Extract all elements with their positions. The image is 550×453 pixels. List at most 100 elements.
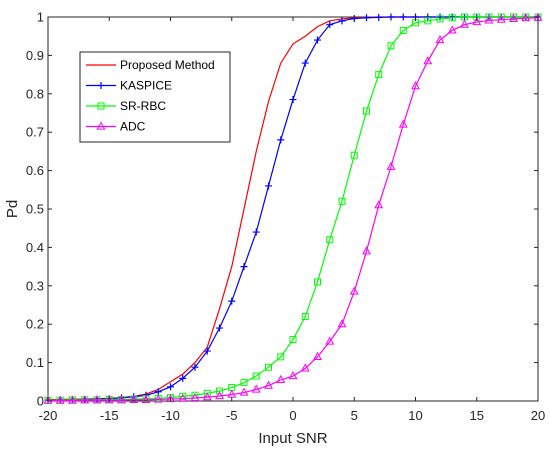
series-3-point-18: [264, 380, 273, 389]
y-tick-label-6: 0.6: [26, 163, 44, 178]
y-tick-label-1: 0.1: [26, 355, 44, 370]
series-3-point-14: [215, 390, 224, 400]
series-3: [43, 12, 543, 404]
x-tick-label-3: -5: [226, 408, 238, 423]
x-tick-label-1: -15: [100, 408, 119, 423]
series-2-point-24: [338, 197, 346, 205]
series-1-point-9: [154, 388, 162, 396]
series-3-point-11: [178, 393, 188, 402]
series-3-point-22: [313, 351, 322, 360]
series-3-point-23: [325, 336, 335, 345]
series-2-point-13: [203, 389, 211, 397]
series-3-point-28: [386, 161, 396, 170]
series-1-point-17: [252, 228, 260, 236]
series-2-point-21: [301, 313, 309, 321]
series-1-point-31: [424, 13, 432, 21]
series-1-point-28: [387, 13, 395, 21]
series-3-point-8: [141, 394, 151, 403]
legend-entry-0: Proposed Method: [86, 58, 215, 72]
x-tick-label-6: 10: [408, 408, 422, 423]
series-3-point-9: [153, 394, 163, 403]
series-1-point-10: [167, 383, 174, 391]
legend-entry-3: ADC: [86, 120, 146, 134]
x-tick-label-5: 5: [351, 408, 358, 423]
legend-marker-1: [97, 82, 105, 89]
series-2-point-16: [240, 379, 248, 387]
series-2-point-27: [375, 71, 383, 79]
series-2-point-11: [179, 392, 187, 400]
series-3-point-6: [117, 395, 126, 404]
legend-label-2: SR-RBC: [120, 99, 166, 113]
series-1-point-27: [375, 13, 383, 21]
x-tick-label-0: -20: [39, 408, 58, 423]
series-1-point-20: [289, 96, 297, 104]
series-1-point-14: [216, 324, 223, 332]
series-3-point-39: [521, 13, 531, 22]
series-3-point-31: [423, 56, 433, 65]
series-3-point-13: [202, 392, 212, 401]
series-3-point-7: [129, 394, 139, 403]
series-1-point-15: [228, 297, 236, 305]
series-1-point-18: [265, 182, 272, 190]
series-1-point-24: [338, 17, 346, 25]
x-axis-label: Input SNR: [258, 430, 327, 447]
legend-label-1: KASPICE: [120, 79, 172, 93]
legend: Proposed Method KASPICE SR-RBC ADC: [79, 51, 231, 143]
series-3-point-3: [80, 395, 90, 404]
x-tick-label-2: -10: [161, 408, 180, 423]
series-1-point-26: [363, 14, 370, 22]
series-3-point-12: [190, 392, 200, 402]
series-2-point-14: [216, 387, 223, 395]
series-1-point-13: [203, 347, 211, 355]
series-3-point-34: [460, 19, 469, 28]
x-axis-ticks: -20 -15 -10 -5 0 5 10 15 20: [39, 17, 545, 423]
series-3-point-0: [43, 395, 53, 404]
y-tick-label-8: 0.8: [26, 86, 44, 101]
series-3-point-29: [398, 119, 408, 128]
series-2-point-26: [363, 107, 370, 115]
series-2-point-32: [436, 15, 444, 23]
series-2-point-31: [424, 17, 432, 25]
y-tick-label-4: 0.4: [26, 240, 44, 255]
y-axis-ticks: 0 0.1 0.2 0.3 0.4 0.5 0.6 0.7 0.8 0.9 1: [26, 10, 538, 409]
x-tick-label-7: 15: [470, 408, 484, 423]
y-axis-label: Pd: [4, 200, 21, 218]
legend-entry-2: SR-RBC: [86, 99, 166, 113]
series-3-point-37: [496, 14, 506, 23]
y-tick-label-0: 0: [37, 394, 44, 409]
series-1-point-21: [301, 59, 309, 67]
x-tick-label-4: 0: [289, 408, 296, 423]
series-3-point-24: [337, 319, 347, 328]
legend-label-3: ADC: [120, 120, 146, 134]
series-3-point-17: [251, 384, 261, 393]
series-2-point-33: [448, 14, 456, 22]
y-tick-label-7: 0.7: [26, 125, 44, 140]
y-tick-label-5: 0.5: [26, 202, 44, 217]
series-3-point-4: [92, 395, 102, 404]
series-1-point-11: [179, 374, 187, 382]
series-3-point-26: [362, 246, 371, 255]
series-3-point-1: [55, 395, 65, 404]
series-2-point-17: [252, 372, 260, 380]
y-tick-label-3: 0.3: [26, 278, 44, 293]
series-3-point-38: [509, 13, 518, 23]
series-1-point-29: [399, 13, 407, 21]
y-tick-label-2: 0.2: [26, 317, 44, 332]
series-3-point-10: [166, 394, 175, 403]
series-line-2: [48, 16, 538, 401]
y-tick-label-10: 1: [37, 10, 44, 25]
legend-entry-1: KASPICE: [86, 79, 172, 93]
series-3-point-32: [435, 34, 445, 44]
series-3-point-36: [484, 15, 494, 24]
series-1-point-23: [326, 21, 334, 29]
series-3-point-2: [68, 395, 77, 404]
series-3-point-27: [374, 200, 384, 209]
series-line-3: [48, 17, 539, 402]
series-3-point-35: [472, 16, 482, 26]
series-3-point-21: [300, 363, 310, 372]
series-2-point-22: [314, 278, 321, 286]
series-3-point-20: [288, 370, 298, 380]
y-tick-label-9: 0.9: [26, 48, 44, 63]
series-1-point-12: [191, 363, 199, 371]
